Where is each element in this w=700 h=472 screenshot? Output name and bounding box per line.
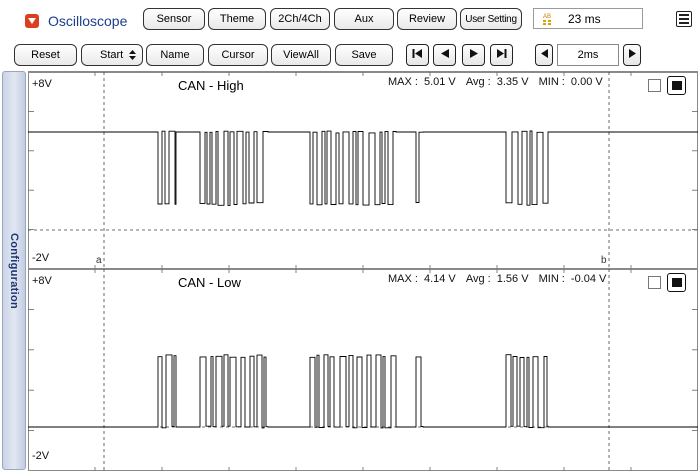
theme-button[interactable]: Theme bbox=[208, 8, 266, 30]
configuration-tab[interactable]: Configuration bbox=[2, 71, 26, 470]
name-button[interactable]: Name bbox=[146, 44, 204, 66]
cursor-button[interactable]: Cursor bbox=[208, 44, 268, 66]
review-button[interactable]: Review bbox=[397, 8, 457, 30]
channel-1-maximize-button[interactable] bbox=[667, 76, 686, 95]
app-title: Oscilloscope bbox=[48, 13, 128, 29]
ab-timer-icon: AB bbox=[542, 12, 556, 26]
channels-button[interactable]: 2Ch/4Ch bbox=[270, 8, 330, 30]
channel-1-min-label: MIN bbox=[538, 76, 559, 88]
cursor-b-label: b bbox=[601, 255, 607, 266]
triangle-left-icon bbox=[440, 46, 450, 64]
cursor-a-label: a bbox=[96, 255, 102, 266]
triangle-left-icon bbox=[540, 46, 549, 64]
channel-2-avg-label: Avg bbox=[465, 273, 485, 285]
reset-button[interactable]: Reset bbox=[14, 44, 77, 66]
previous-button[interactable] bbox=[433, 44, 456, 66]
save-button[interactable]: Save bbox=[335, 44, 393, 66]
skip-to-start-icon bbox=[412, 46, 423, 64]
channel-1-scale-bottom: -2V bbox=[32, 252, 50, 264]
updown-chevron-icon bbox=[129, 49, 136, 64]
channel-1-checkbox[interactable] bbox=[648, 79, 661, 92]
channel-1-scale-top: +8V bbox=[32, 78, 52, 90]
channel-2-min-value: -0.04 V bbox=[570, 273, 607, 285]
sample-time-value: 23 ms bbox=[568, 11, 601, 26]
app-menu-icon[interactable] bbox=[25, 14, 39, 28]
channel-1-avg-label: Avg bbox=[465, 76, 485, 88]
sample-time-display: AB 23 ms bbox=[533, 8, 643, 29]
timebase-decrease-button[interactable] bbox=[535, 44, 553, 66]
last-page-button[interactable] bbox=[490, 44, 513, 66]
hamburger-menu-icon[interactable] bbox=[676, 11, 692, 27]
timebase-value: 2ms bbox=[557, 44, 619, 66]
aux-button[interactable]: Aux bbox=[334, 8, 394, 30]
triangle-right-icon bbox=[628, 46, 637, 64]
first-page-button[interactable] bbox=[406, 44, 429, 66]
channel-1-waveform bbox=[28, 72, 698, 269]
channel-1-avg-value: 3.35 V bbox=[496, 76, 529, 88]
start-button-label: Start bbox=[100, 49, 124, 61]
channel-2-min-label: MIN bbox=[538, 273, 559, 285]
channel-2-max-label: MAX bbox=[388, 273, 412, 285]
next-button[interactable] bbox=[462, 44, 485, 66]
channel-1-stats: MAX: 5.01 V Avg: 3.35 V MIN: 0.00 V bbox=[388, 76, 603, 88]
channel-1-min-value: 0.00 V bbox=[570, 76, 603, 88]
svg-text:AB: AB bbox=[543, 14, 551, 20]
channel-2-title: CAN - Low bbox=[178, 275, 241, 290]
triangle-right-icon bbox=[469, 46, 479, 64]
channel-2-avg-value: 1.56 V bbox=[496, 273, 529, 285]
channel-2-panel[interactable]: +8V -2V CAN - Low MAX: 4.14 V Avg: 1.56 … bbox=[28, 268, 698, 471]
channel-1-max-value: 5.01 V bbox=[423, 76, 456, 88]
maximize-icon bbox=[671, 278, 682, 287]
channel-2-checkbox[interactable] bbox=[648, 276, 661, 289]
sensor-button[interactable]: Sensor bbox=[143, 8, 205, 30]
channel-2-waveform bbox=[28, 269, 698, 471]
channel-1-max-label: MAX bbox=[388, 76, 412, 88]
timebase-increase-button[interactable] bbox=[623, 44, 641, 66]
channel-2-maximize-button[interactable] bbox=[667, 273, 686, 292]
configuration-tab-label: Configuration bbox=[8, 232, 20, 309]
channel-2-stats: MAX: 4.14 V Avg: 1.56 V MIN: -0.04 V bbox=[388, 273, 607, 285]
channel-1-panel[interactable]: +8V -2V CAN - High MAX: 5.01 V Avg: 3.35… bbox=[28, 71, 698, 269]
user-setting-button[interactable]: User Setting bbox=[460, 8, 522, 30]
channel-2-max-value: 4.14 V bbox=[423, 273, 456, 285]
channel-2-scale-bottom: -2V bbox=[32, 450, 50, 462]
start-button[interactable]: Start bbox=[81, 44, 143, 66]
skip-to-end-icon bbox=[496, 46, 507, 64]
maximize-icon bbox=[671, 81, 682, 90]
channel-2-scale-top: +8V bbox=[32, 275, 52, 287]
viewall-button[interactable]: ViewAll bbox=[271, 44, 331, 66]
channel-1-title: CAN - High bbox=[178, 78, 244, 93]
